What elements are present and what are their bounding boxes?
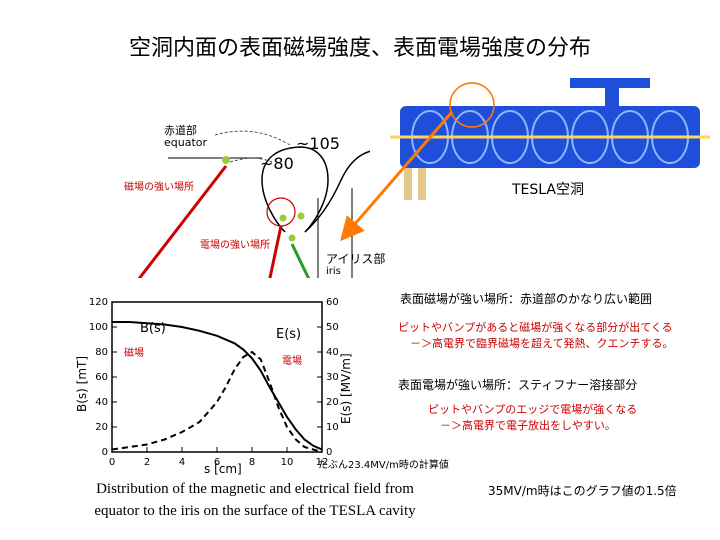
x-axis-label: s [cm] bbox=[204, 462, 242, 476]
caption-line-1: Distribution of the magnetic and electri… bbox=[96, 481, 414, 497]
electric-strong-note: 表面電場が強い場所：スティフナー溶接部分 bbox=[398, 378, 638, 392]
y-left-tick-label: 120 bbox=[89, 297, 108, 308]
electric-point-1 bbox=[279, 214, 287, 222]
y-left-tick-label: 60 bbox=[95, 372, 108, 383]
y-right-tick-label: 60 bbox=[326, 297, 339, 308]
x-tick-label: 12 bbox=[316, 457, 329, 468]
y-right-tick-label: 20 bbox=[326, 397, 339, 408]
electric-point-3 bbox=[288, 234, 296, 242]
field-arrow-105 bbox=[214, 130, 291, 146]
b-curve-label: B(s) bbox=[140, 321, 166, 336]
cavity-left-stand-2 bbox=[418, 168, 426, 200]
iris-label-en: iris bbox=[326, 266, 341, 277]
factor-note: 35MV/m時はこのグラフ値の1.5倍 bbox=[488, 484, 677, 498]
tesla-cavity-image bbox=[370, 70, 720, 220]
electric-detail-2: －＞高電界で電子放出をしやすい。 bbox=[440, 419, 616, 432]
field-arrow-80 bbox=[229, 157, 273, 163]
magnetic-point bbox=[222, 156, 230, 164]
magnetic-strong-note: 表面磁場が強い場所：赤道部のかなり広い範囲 bbox=[400, 292, 653, 306]
y-right-tick-label: 40 bbox=[326, 347, 339, 358]
equator-label-jp: 赤道部 bbox=[164, 124, 197, 137]
cavity-top-flange bbox=[570, 78, 650, 88]
annotation-electric: 電場 bbox=[282, 354, 302, 367]
series-e-line bbox=[111, 350, 323, 453]
x-tick-label: 6 bbox=[214, 457, 220, 468]
electric-point-2 bbox=[297, 212, 305, 220]
page-title: 空洞内面の表面磁場強度、表面電場強度の分布 bbox=[128, 36, 591, 61]
iris-label-jp: アイリス部 bbox=[326, 252, 386, 266]
y-left-tick-label: 40 bbox=[95, 397, 108, 408]
series-b-line bbox=[112, 321, 323, 451]
y-right-tick-label: 0 bbox=[326, 447, 332, 458]
y-right-tick-label: 10 bbox=[326, 422, 339, 433]
y-left-tick-label: 80 bbox=[95, 347, 108, 358]
magnetic-detail-1: ピットやバンプがあると磁場が強くなる部分が出てくる bbox=[398, 321, 673, 334]
magnetic-detail-2: －＞高電界で臨界磁場を超えて発熱、クエンチする。 bbox=[410, 337, 674, 350]
cavity-cell-profile bbox=[261, 146, 329, 233]
annotation-magnetic: 磁場 bbox=[124, 346, 144, 359]
y-left-tick-label: 0 bbox=[102, 447, 108, 458]
calc-note: たぶん23.4MV/m時の計算値 bbox=[318, 460, 449, 471]
y-right-tick-label: 30 bbox=[326, 372, 339, 383]
y-left-tick-label: 100 bbox=[89, 322, 108, 333]
cavity-left-stand bbox=[404, 168, 412, 200]
value-105: ~105 bbox=[296, 134, 340, 153]
figure-caption: Distribution of the magnetic and electri… bbox=[50, 478, 460, 522]
y-left-tick-label: 20 bbox=[95, 422, 108, 433]
caption-line-2: equator to the iris on the surface of th… bbox=[94, 503, 416, 519]
strong-magnetic-label: 磁場の強い場所 bbox=[124, 182, 194, 193]
equator-label-en: equator bbox=[164, 136, 208, 149]
cavity-neighbor-profile bbox=[304, 149, 381, 233]
value-80: ~80 bbox=[260, 154, 294, 173]
x-tick-label: 0 bbox=[109, 457, 115, 468]
cavity-equator-highlight bbox=[449, 82, 495, 128]
tesla-cavity-label: TESLA空洞 bbox=[512, 182, 584, 198]
electric-detail-1: ピットやバンプのエッジで電場が強くなる bbox=[428, 403, 638, 416]
strong-electric-label: 電場の強い場所 bbox=[200, 240, 270, 251]
x-tick-label: 4 bbox=[179, 457, 185, 468]
cavity-top-pipe bbox=[605, 88, 619, 106]
tesla-pointer-arrow bbox=[340, 111, 454, 242]
y-right-label: E(s) [MV/m] bbox=[339, 353, 353, 424]
x-tick-label: 10 bbox=[281, 457, 294, 468]
y-right-tick-label: 50 bbox=[326, 322, 339, 333]
y-left-label: B(s) [mT] bbox=[75, 356, 89, 412]
x-tick-label: 8 bbox=[249, 457, 255, 468]
x-tick-label: 2 bbox=[144, 457, 150, 468]
e-curve-label: E(s) bbox=[276, 327, 301, 342]
